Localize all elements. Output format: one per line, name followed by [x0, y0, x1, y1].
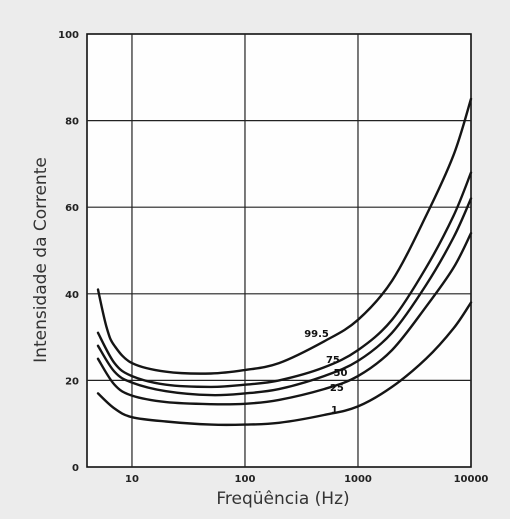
y-tick-label: 100: [58, 30, 79, 41]
series-label-75: 75: [326, 355, 340, 366]
x-tick-label: 10: [125, 474, 139, 485]
series-curve-99-5: [96, 97, 473, 375]
y-tick-label: 60: [65, 203, 79, 214]
y-tick-label: 80: [65, 117, 79, 128]
y-tick-label: 40: [65, 290, 79, 301]
series-label-99-5: 99.5: [304, 329, 329, 340]
x-tick-labels: 10 100 1000 10000: [125, 474, 488, 485]
x-tick-label: 100: [235, 474, 256, 485]
x-axis-label: Freqüência (Hz): [216, 489, 349, 509]
series-curve-25: [96, 232, 473, 406]
x-tick-label: 10000: [454, 474, 489, 485]
series-curve-75: [96, 171, 473, 389]
y-tick-label: 20: [65, 376, 79, 387]
y-axis-label: Intensidade da Corrente: [31, 157, 51, 363]
series-label-1: 1: [331, 405, 338, 416]
grid: [87, 34, 471, 467]
y-tick-label: 0: [72, 463, 79, 474]
series-curve-1: [96, 301, 473, 427]
series-curves: [96, 97, 473, 427]
series-label-50: 50: [334, 368, 348, 379]
series-labels: 99.5 75 50 25 1: [304, 329, 347, 416]
series-label-25: 25: [330, 383, 344, 394]
plot-frame: [86, 33, 472, 468]
series-curve-50: [96, 197, 473, 397]
x-tick-label: 1000: [344, 474, 372, 485]
y-tick-labels: 0 20 40 60 80 100: [58, 30, 79, 474]
